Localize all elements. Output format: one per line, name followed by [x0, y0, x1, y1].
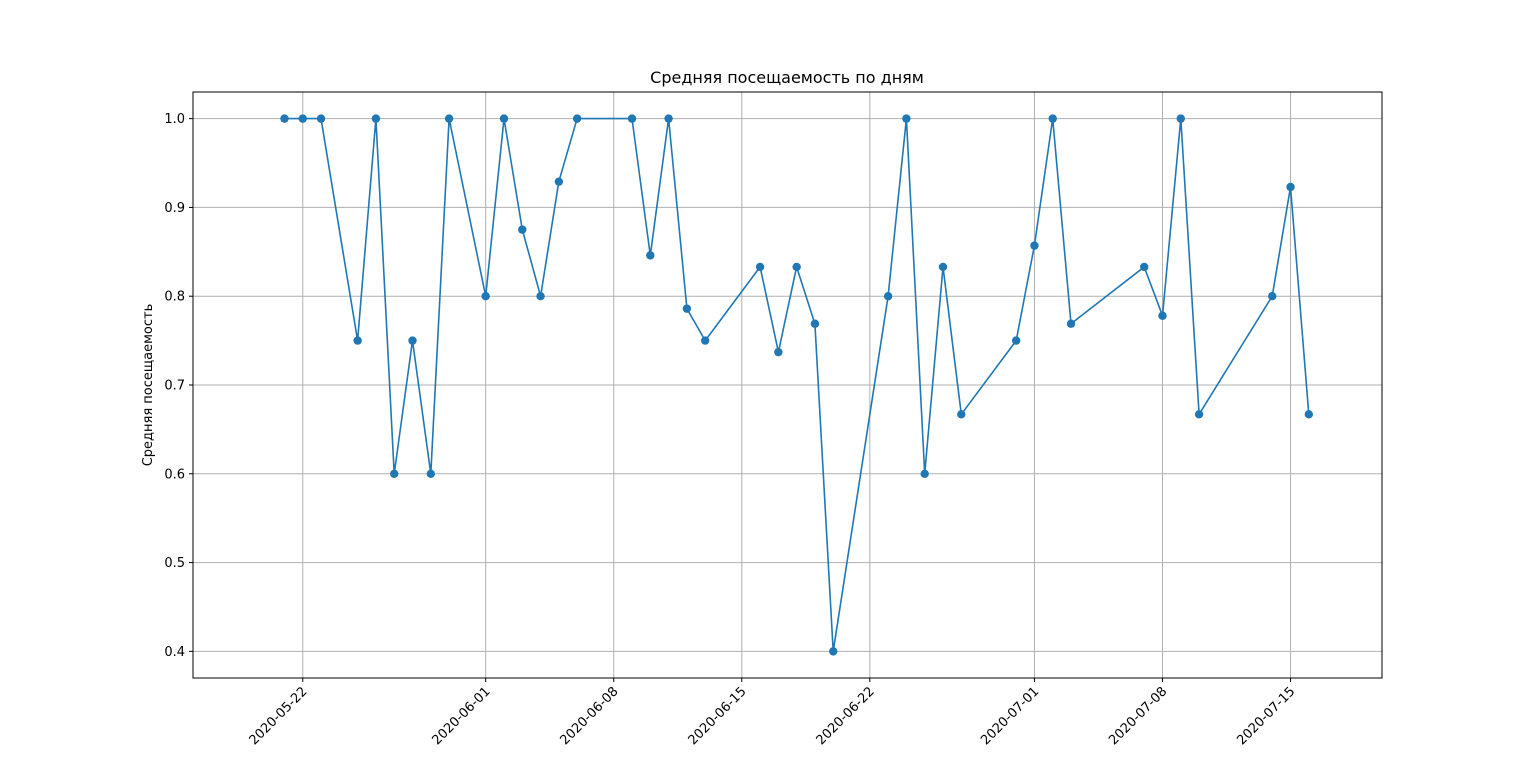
y-tick-label: 0.4 — [164, 645, 185, 660]
data-point — [371, 114, 381, 123]
data-point — [1140, 262, 1149, 272]
data-point — [298, 114, 307, 123]
data-point — [1066, 319, 1076, 328]
data-series — [280, 114, 1314, 656]
data-point — [1030, 241, 1039, 250]
data-point — [1194, 410, 1204, 419]
data-point — [481, 292, 490, 301]
data-point — [1286, 182, 1295, 192]
data-point — [408, 336, 417, 345]
y-tick-label: 0.7 — [164, 379, 185, 394]
data-point — [536, 292, 545, 301]
data-point — [883, 292, 893, 301]
data-point — [902, 114, 911, 123]
data-point — [792, 262, 801, 272]
data-point — [810, 319, 820, 328]
data-point — [426, 469, 435, 478]
data-point — [1176, 114, 1185, 123]
data-point — [499, 114, 509, 123]
data-point — [280, 114, 289, 123]
data-point — [664, 114, 673, 123]
data-point — [774, 347, 783, 357]
data-point — [682, 304, 692, 313]
data-point — [1158, 311, 1167, 320]
data-point — [829, 647, 838, 656]
data-point — [554, 177, 564, 186]
data-point — [444, 114, 454, 123]
y-tick-label: 0.9 — [164, 201, 185, 216]
data-point — [646, 251, 655, 260]
y-axis-ticks: 0.4 0.5 0.6 0.7 0.8 0.9 1.0 — [164, 112, 193, 660]
y-tick-label: 0.8 — [164, 290, 185, 305]
y-tick-label: 1.0 — [164, 112, 185, 127]
data-point — [353, 336, 362, 345]
data-point — [1304, 410, 1314, 419]
data-point — [700, 336, 710, 345]
data-point — [1268, 292, 1277, 301]
data-point — [938, 262, 948, 272]
data-point — [1048, 114, 1057, 123]
data-point — [572, 114, 582, 123]
data-point — [1011, 336, 1021, 345]
data-point — [316, 114, 326, 123]
data-point — [755, 262, 765, 272]
data-point — [627, 114, 637, 123]
data-point — [390, 469, 399, 478]
data-point — [518, 225, 527, 234]
data-point — [920, 469, 929, 478]
data-point — [957, 410, 966, 419]
y-tick-label: 0.5 — [164, 556, 185, 571]
y-tick-label: 0.6 — [164, 467, 185, 482]
y-axis-label: Средняя посещаемость — [141, 304, 156, 467]
chart-title: Средняя посещаемость по дням — [650, 68, 924, 87]
